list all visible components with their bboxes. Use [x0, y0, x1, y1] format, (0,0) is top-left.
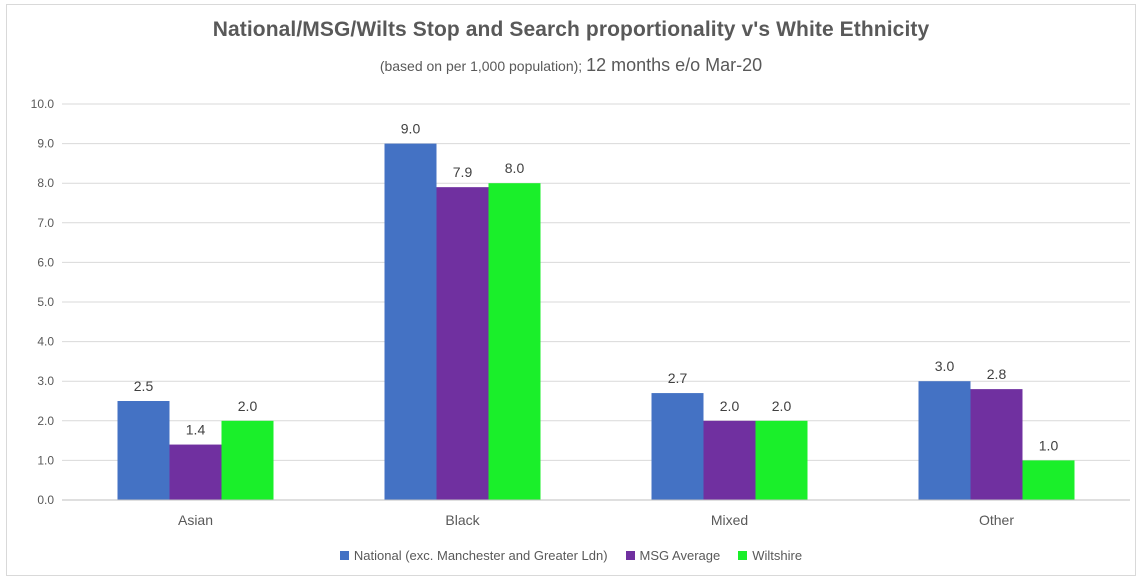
y-tick-label: 0.0 — [37, 493, 54, 507]
y-tick-label: 4.0 — [37, 335, 54, 349]
chart-title: National/MSG/Wilts Stop and Search propo… — [212, 18, 930, 41]
bar — [755, 420, 808, 500]
bar — [651, 393, 704, 500]
y-tick-label: 7.0 — [37, 216, 54, 230]
data-label: 2.5 — [134, 378, 154, 394]
legend-swatch — [625, 551, 635, 560]
bar — [970, 389, 1023, 500]
bar — [384, 143, 437, 500]
y-tick-label: 10.0 — [31, 97, 55, 111]
legend-label: MSG Average — [639, 548, 721, 563]
legend-item: Wiltshire — [738, 548, 802, 563]
legend-item: National (exc. Manchester and Greater Ld… — [339, 548, 608, 563]
legend-swatch — [339, 551, 349, 560]
chart-legend: National (exc. Manchester and Greater Ld… — [0, 548, 1142, 563]
bar — [1022, 460, 1075, 500]
legend-swatch — [738, 551, 748, 560]
bar — [169, 444, 222, 500]
chart-subtitle: (based on per 1,000 population); 12 mont… — [0, 55, 1142, 76]
bar — [117, 401, 170, 500]
x-category-label: Other — [979, 512, 1014, 528]
x-category-label: Mixed — [711, 512, 748, 528]
data-label: 7.9 — [453, 164, 473, 180]
x-category-label: Black — [445, 512, 480, 528]
chart-subtitle-period: 12 months e/o Mar-20 — [586, 55, 763, 75]
bar — [436, 187, 489, 500]
bar — [488, 183, 541, 500]
bar — [221, 420, 274, 500]
data-label: 8.0 — [505, 160, 525, 176]
data-label: 2.0 — [238, 398, 258, 414]
y-tick-label: 3.0 — [37, 374, 54, 388]
data-label: 2.8 — [987, 366, 1007, 382]
y-tick-label: 2.0 — [37, 414, 54, 428]
legend-label: Wiltshire — [752, 548, 803, 563]
data-label: 2.7 — [668, 370, 688, 386]
data-label: 3.0 — [935, 358, 955, 374]
chart-subtitle-basis: (based on per 1,000 population); — [379, 58, 587, 74]
legend-item: MSG Average — [625, 548, 721, 563]
y-tick-label: 5.0 — [37, 295, 54, 309]
y-tick-label: 8.0 — [37, 176, 54, 190]
bar — [918, 381, 971, 500]
data-label: 2.0 — [720, 398, 740, 414]
data-label: 2.0 — [772, 398, 792, 414]
x-category-label: Asian — [178, 512, 213, 528]
data-label: 9.0 — [401, 121, 421, 137]
data-label: 1.4 — [186, 422, 206, 438]
y-tick-label: 1.0 — [37, 453, 54, 467]
y-tick-label: 6.0 — [37, 255, 54, 269]
bar — [703, 420, 756, 500]
data-label: 1.0 — [1039, 437, 1059, 453]
y-tick-label: 9.0 — [37, 137, 54, 151]
legend-label: National (exc. Manchester and Greater Ld… — [353, 548, 608, 563]
